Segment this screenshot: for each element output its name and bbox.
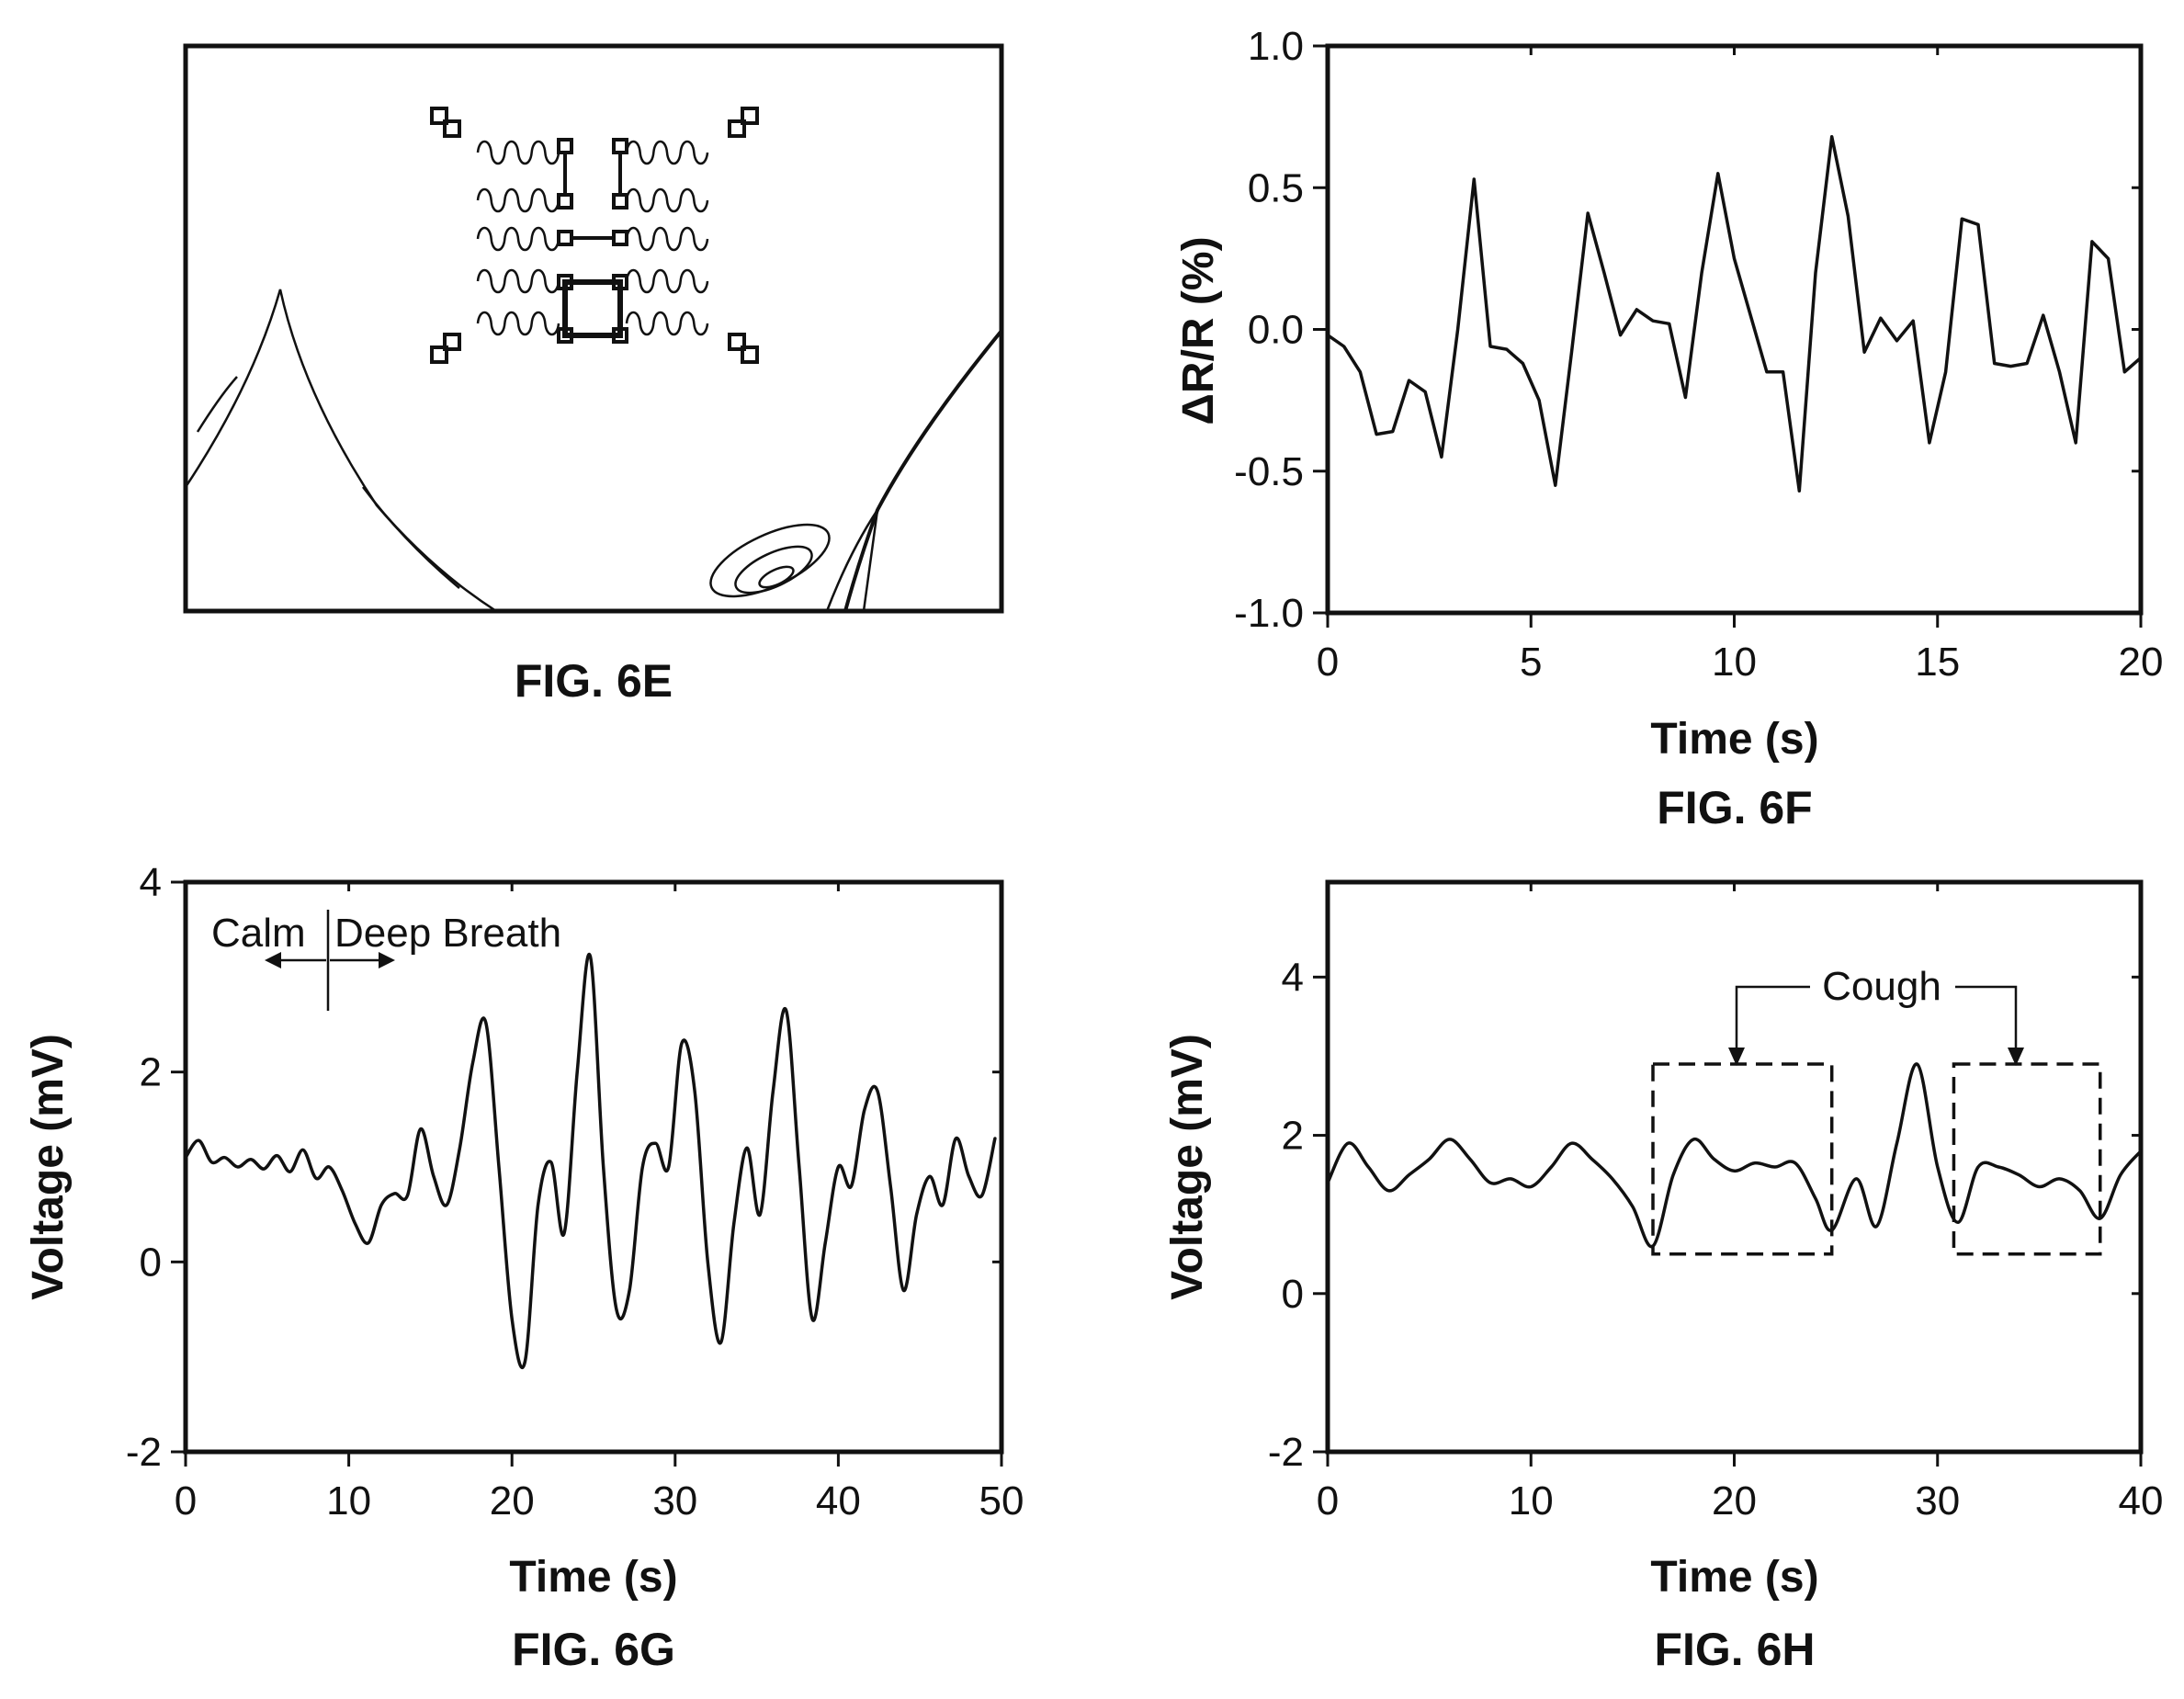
fig6h-ytick-label: 0 bbox=[1282, 1272, 1304, 1317]
fig6g-xtick-label: 30 bbox=[652, 1478, 697, 1523]
fig6f-ytick-label: -0.5 bbox=[1234, 449, 1304, 494]
fig6f-ytick-label: 0.0 bbox=[1248, 308, 1304, 353]
serpentine-interconnects bbox=[476, 140, 709, 336]
fig6h-xtick-label: 40 bbox=[2119, 1478, 2164, 1523]
fig6g-ytick-label: 0 bbox=[140, 1240, 162, 1285]
fig6g-ylabel: Voltage (mV) bbox=[24, 1034, 73, 1300]
serpentine-3-1 bbox=[625, 268, 709, 294]
fig6f-series-line bbox=[1326, 134, 2143, 493]
body-contour-right bbox=[843, 329, 1003, 612]
fig6f-ytick-label: -1.0 bbox=[1234, 591, 1304, 636]
annotation-calm: Calm bbox=[211, 911, 306, 956]
corner-pad-bottom-left bbox=[430, 333, 461, 364]
fig6f-xtick-label: 5 bbox=[1520, 640, 1542, 685]
fig6f-ytick-label: 0.5 bbox=[1248, 165, 1304, 210]
body-contour-left-inner bbox=[196, 376, 460, 589]
fig6g-ytick-label: 2 bbox=[140, 1050, 162, 1095]
cough-arrow-head-left bbox=[1728, 1048, 1745, 1066]
serpentine-1-0 bbox=[476, 187, 560, 213]
fig6g-xtick-label: 20 bbox=[490, 1478, 535, 1523]
fig6h-xtick-label: 0 bbox=[1317, 1478, 1339, 1523]
fig6f-ytick-label: 1.0 bbox=[1248, 24, 1304, 69]
cough-bracket bbox=[1735, 985, 2018, 1055]
serpentine-3-0 bbox=[476, 268, 560, 294]
navel-contour-2 bbox=[734, 545, 813, 595]
fig6g-series-line bbox=[184, 952, 997, 1370]
fig6f-frame bbox=[1325, 43, 2144, 616]
corner-pad-top-right bbox=[728, 107, 759, 138]
fig6f-panel: 0 5 10 15 20 1.0 0.5 0.0 -0.5 -1.0 Time (s) ΔR/R … bbox=[1174, 24, 2163, 833]
fig6g-xtick-label: 40 bbox=[816, 1478, 861, 1523]
fig6h-xlabel: Time (s) bbox=[1650, 1553, 1818, 1602]
cough-box-1 bbox=[1651, 1062, 1834, 1256]
annotation-deep-breath: Deep Breath bbox=[334, 911, 561, 956]
fig6h-ytick-label: -2 bbox=[1268, 1430, 1304, 1475]
fig6g-frame bbox=[183, 879, 1004, 1455]
corner-pad-bottom-right bbox=[728, 333, 759, 364]
fig6f-xtick-label: 0 bbox=[1317, 640, 1339, 685]
fig6g-xtick-label: 50 bbox=[979, 1478, 1024, 1523]
sensor-device bbox=[430, 107, 759, 364]
serpentine-4-0 bbox=[476, 311, 560, 336]
fig6f-xtick-label: 20 bbox=[2119, 640, 2164, 685]
fig6g-xtick-label: 10 bbox=[326, 1478, 371, 1523]
fig6h-ytick-label: 4 bbox=[1282, 955, 1304, 1000]
serpentine-1-1 bbox=[625, 187, 709, 213]
fig6e-label: FIG. 6E bbox=[515, 655, 673, 707]
navel-contour-3 bbox=[758, 565, 795, 589]
fig6g-xlabel: Time (s) bbox=[509, 1553, 677, 1602]
deep-breath-arrow-head bbox=[379, 952, 395, 968]
fig6h-frame bbox=[1325, 879, 2144, 1455]
serpentine-0-1 bbox=[625, 140, 709, 165]
fig6f-plot-area: 0 5 10 15 20 1.0 0.5 0.0 -0.5 -1.0 bbox=[1234, 24, 2163, 685]
fig6f-xtick-label: 10 bbox=[1712, 640, 1757, 685]
fig6h-xtick-label: 30 bbox=[1915, 1478, 1960, 1523]
fig6h-label: FIG. 6H bbox=[1654, 1624, 1815, 1675]
serpentine-2-1 bbox=[625, 226, 709, 252]
body-contour-left bbox=[184, 289, 497, 613]
fig6f-xtick-label: 15 bbox=[1915, 640, 1960, 685]
fig6h-xtick-label: 10 bbox=[1509, 1478, 1554, 1523]
fig6g-ytick-label: -2 bbox=[126, 1430, 162, 1475]
fig6g-ytick-label: 4 bbox=[140, 860, 162, 905]
sensor-nodes bbox=[557, 138, 628, 344]
fig6h-xtick-label: 20 bbox=[1712, 1478, 1757, 1523]
cough-arrow-head-right bbox=[2008, 1048, 2024, 1066]
serpentine-4-1 bbox=[625, 311, 709, 336]
serpentine-2-0 bbox=[476, 226, 560, 252]
fig6h-ylabel: Voltage (mV) bbox=[1163, 1034, 1212, 1300]
serpentine-0-0 bbox=[476, 140, 560, 165]
fig6g-xtick-label: 0 bbox=[175, 1478, 197, 1523]
calm-arrow-head bbox=[265, 952, 281, 968]
cough-box-2 bbox=[1952, 1062, 2102, 1256]
fig6e-panel: FIG. 6E bbox=[183, 43, 1004, 707]
navel-contour-1 bbox=[709, 523, 831, 598]
fig6g-label: FIG. 6G bbox=[512, 1624, 675, 1675]
body-contour-right-inner bbox=[825, 509, 879, 612]
fig6f-label: FIG. 6F bbox=[1657, 782, 1812, 833]
fig6e-frame bbox=[183, 43, 1004, 614]
fig6h-ytick-label: 2 bbox=[1282, 1114, 1304, 1159]
fig6h-series-line bbox=[1326, 1062, 2143, 1249]
sensor-core bbox=[562, 279, 623, 338]
fig6f-xlabel: Time (s) bbox=[1650, 715, 1818, 764]
annotation-cough: Cough bbox=[1822, 964, 1941, 1009]
corner-pad-top-left bbox=[430, 107, 461, 138]
fig6f-ylabel: ΔR/R (%) bbox=[1174, 236, 1223, 425]
